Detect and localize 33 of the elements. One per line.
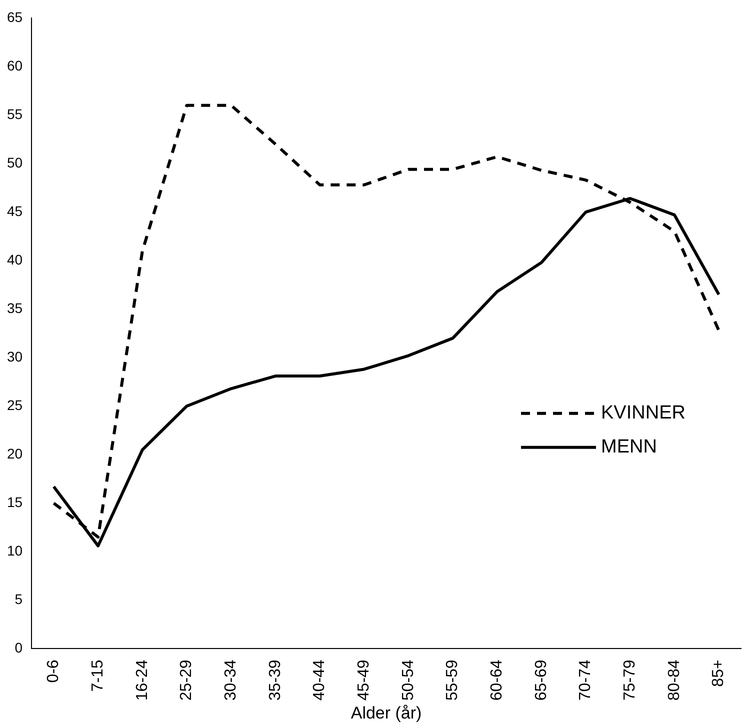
x-tick-label: 7-15 [89,660,106,692]
y-tick-label: 25 [6,396,23,413]
x-tick-label: 30-34 [222,660,240,701]
y-tick-label: 15 [6,494,23,510]
y-tick-label: 50 [6,154,23,170]
x-tick-label: 40-44 [311,660,328,701]
x-axis-title: Alder (år) [350,703,422,722]
x-tick-label: 80-84 [666,660,683,701]
y-tick-label: 45 [6,202,23,219]
x-tick-label: 16-24 [134,660,151,701]
y-tick-label: 30 [6,348,23,364]
x-tick-label: 0-6 [45,660,62,683]
y-tick-label: 20 [6,445,23,462]
x-tick-label: 55-59 [444,660,462,701]
y-tick-label: 65 [6,8,23,25]
legend-label: MENN [601,436,657,458]
y-tick-label: 40 [6,251,23,268]
x-tick-label: 75-79 [622,660,639,701]
y-tick-label: 35 [6,300,23,316]
y-tick-label: 5 [14,591,23,608]
x-tick-label: 25-29 [178,660,196,701]
x-tick-label: 85+ [710,660,728,687]
y-tick-label: 60 [6,57,23,74]
x-tick-label: 65-69 [532,660,550,701]
x-tick-label: 60-64 [488,660,506,701]
x-tick-label: 50-54 [400,660,417,701]
y-tick-label: 0 [14,640,23,656]
legend-label: KVINNER [601,402,686,424]
x-tick-label: 70-74 [577,660,594,701]
y-tick-label: 10 [6,542,23,559]
x-tick-label: 35-39 [266,660,284,701]
y-tick-label: 55 [6,106,23,122]
x-tick-label: 45-49 [356,660,373,701]
